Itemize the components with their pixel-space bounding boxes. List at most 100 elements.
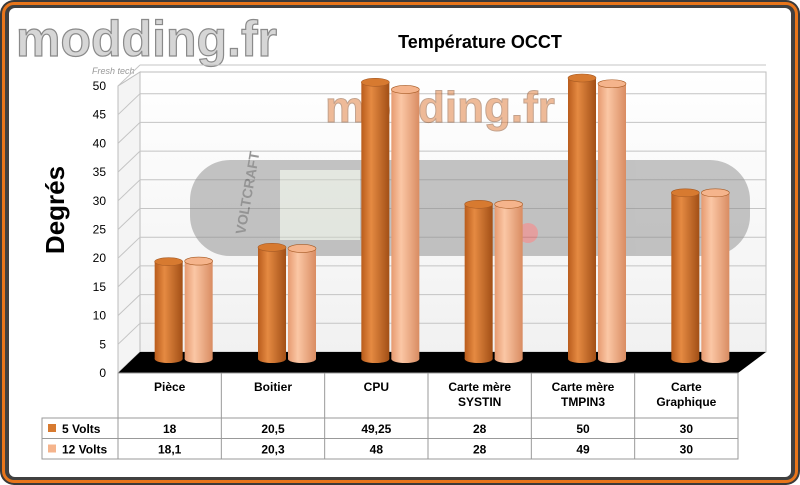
bar-base xyxy=(391,355,420,363)
bar-base xyxy=(361,355,390,363)
bar-base xyxy=(154,355,183,363)
x-category-label: Pièce xyxy=(154,380,186,394)
bar-body xyxy=(154,261,183,359)
bar-series2 xyxy=(391,85,420,363)
bar-series1 xyxy=(361,78,390,363)
watermark-device-button xyxy=(518,223,538,243)
bar-base xyxy=(184,355,213,363)
y-tick-label: 20 xyxy=(93,251,107,265)
data-cell: 49,25 xyxy=(361,422,391,436)
bar-body xyxy=(258,247,286,359)
x-category-label: Carte mère xyxy=(552,380,615,394)
bar-body xyxy=(361,82,390,360)
legend-label: 5 Volts xyxy=(62,422,101,436)
bar-base xyxy=(701,355,730,363)
gridline-side xyxy=(117,64,141,87)
bar-cap xyxy=(361,78,390,87)
bar-cap xyxy=(391,85,420,94)
bar-series2 xyxy=(287,244,317,363)
data-cell: 49 xyxy=(576,443,590,457)
bar-body xyxy=(701,192,730,359)
bar-cap xyxy=(184,256,213,266)
bar-body xyxy=(391,89,420,359)
legend-swatch xyxy=(48,444,56,453)
y-tick-label: 5 xyxy=(99,337,106,351)
data-cell: 48 xyxy=(370,443,384,457)
gridline-side xyxy=(117,179,141,202)
gridline-side xyxy=(117,208,141,230)
bar-series2 xyxy=(184,256,213,363)
gridline-side xyxy=(117,265,141,288)
legend-label: 12 Volts xyxy=(62,443,107,457)
y-tick-label: 25 xyxy=(93,223,107,237)
gridline-side xyxy=(117,236,141,259)
bar-body xyxy=(184,261,213,359)
plot-floor xyxy=(118,352,766,373)
bar-series1 xyxy=(257,243,287,363)
x-category-label: Carte xyxy=(671,380,702,394)
gridline-side xyxy=(117,122,141,144)
bars xyxy=(154,73,730,363)
y-ticks: 0 5 10 15 20 25 30 35 40 45 50 xyxy=(93,79,107,380)
bar-cap xyxy=(257,243,287,252)
bar-body xyxy=(598,83,626,360)
bar-cap xyxy=(597,79,627,89)
y-tick-label: 35 xyxy=(93,165,107,179)
bar-base xyxy=(568,355,596,363)
bar-cap xyxy=(154,257,183,266)
bar-body xyxy=(288,248,316,359)
data-cell: 18,1 xyxy=(158,443,182,457)
bar-base xyxy=(598,355,626,363)
bar-cap xyxy=(701,188,730,198)
bar-cap xyxy=(287,244,317,253)
y-tick-label: 40 xyxy=(93,136,107,150)
data-cell: 28 xyxy=(473,422,487,436)
gridline-side xyxy=(117,322,141,345)
x-category-label: Boitier xyxy=(254,380,292,394)
bar-cap xyxy=(494,199,523,209)
legend-swatch xyxy=(48,424,56,432)
x-category-label: Graphique xyxy=(656,395,716,409)
bar-series1 xyxy=(671,188,700,363)
side-wall xyxy=(117,71,141,375)
bar-base xyxy=(671,355,700,363)
table-row-box xyxy=(41,438,739,460)
bar-cap xyxy=(567,73,597,83)
bar-base xyxy=(464,355,493,363)
gridline-side xyxy=(117,150,141,173)
bar-series2 xyxy=(701,188,730,363)
watermark-text: modding.fr xyxy=(325,83,555,132)
y-axis-label: Degrés xyxy=(40,166,70,254)
x-category-label: TMPIN3 xyxy=(561,395,605,409)
y-tick-label: 50 xyxy=(93,79,107,93)
bar-base xyxy=(288,355,316,363)
bar-series1 xyxy=(567,73,597,363)
y-tick-label: 15 xyxy=(93,280,107,294)
bar-body xyxy=(464,204,493,359)
y-tick-label: 10 xyxy=(93,309,107,323)
y-tick-label: 45 xyxy=(93,108,107,122)
bar-cap xyxy=(671,188,700,198)
bar-series2 xyxy=(494,199,523,363)
data-cell: 28 xyxy=(473,443,487,457)
logo: modding.fr Fresh tech xyxy=(15,10,277,76)
data-cell: 20,3 xyxy=(261,443,285,457)
x-category-label: SYSTIN xyxy=(458,395,501,409)
bar-base xyxy=(494,355,523,363)
logo-text: modding.fr xyxy=(16,11,277,67)
y-tick-label: 0 xyxy=(99,366,106,380)
y-tick-label: 30 xyxy=(93,194,107,208)
x-category-label: CPU xyxy=(364,380,389,394)
data-cell: 30 xyxy=(680,422,694,436)
bar-body xyxy=(568,78,596,359)
bar-series1 xyxy=(154,257,183,363)
logo-tagline: Fresh tech xyxy=(92,66,135,76)
gridline-side xyxy=(117,93,141,116)
bar-body xyxy=(494,204,523,359)
data-cell: 18 xyxy=(163,422,177,436)
watermark-device-screen xyxy=(280,170,360,240)
bar-body xyxy=(671,192,700,359)
bar-cap xyxy=(464,199,493,209)
chart-title: Température OCCT xyxy=(398,32,562,52)
